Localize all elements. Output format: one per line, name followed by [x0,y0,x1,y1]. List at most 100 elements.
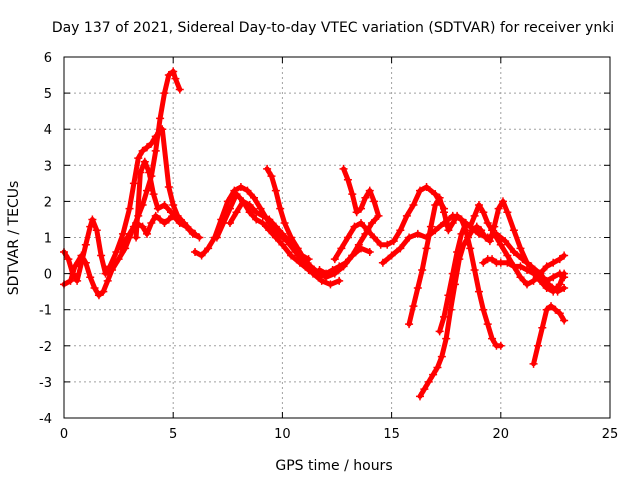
data-point-marker [263,164,272,173]
series-arc-4 [132,157,182,242]
data-point-marker [483,320,492,329]
data-point-marker [422,244,431,253]
data-point-marker [457,215,466,224]
data-point-marker [357,204,366,213]
data-point-marker [156,215,165,224]
data-point-marker [225,204,234,213]
data-point-marker [444,226,453,235]
data-point-marker [142,229,151,238]
data-point-marker [256,204,265,213]
data-point-marker [142,186,151,195]
y-tick-label: -3 [39,376,52,391]
data-point-marker [433,363,442,372]
data-point-marker [236,182,245,191]
data-point-marker [542,305,551,314]
data-point-marker [138,222,147,231]
series-arc-3 [116,211,204,253]
data-point-marker [103,276,112,285]
data-point-marker [335,262,344,271]
x-tick-label: 10 [274,427,291,442]
data-point-marker [363,226,372,235]
data-point-marker [560,273,569,282]
data-point-marker [212,233,221,242]
data-point-marker [191,247,200,256]
data-point-marker [426,222,435,231]
data-point-marker [481,233,490,242]
data-point-marker [542,262,551,271]
data-point-marker [498,197,507,206]
data-point-marker [549,287,558,296]
data-point-marker [160,219,169,228]
data-point-marker [365,186,374,195]
data-point-marker [479,208,488,217]
data-point-marker [86,273,95,282]
data-point-marker [330,255,339,264]
data-point-marker [265,215,274,224]
data-point-marker [437,352,446,361]
grid [64,57,610,418]
data-point-marker [284,237,293,246]
data-point-marker [225,219,234,228]
data-point-marker [317,276,326,285]
data-point-marker [538,323,547,332]
data-point-marker [160,201,169,210]
data-point-marker [555,255,564,264]
series-line [61,126,198,284]
data-point-marker [322,269,331,278]
data-point-marker [164,71,173,80]
data-point-marker [551,305,560,314]
data-point-marker [350,222,359,231]
data-point-marker [204,244,213,253]
data-point-marker [422,182,431,191]
data-point-marker [280,219,289,228]
data-point-marker [431,190,440,199]
data-point-marker [271,222,280,231]
data-point-marker [125,204,134,213]
data-point-marker [496,240,505,249]
data-point-marker [164,215,173,224]
data-point-marker [64,255,73,264]
data-point-marker [415,186,424,195]
data-point-marker [352,208,361,217]
data-point-marker [151,146,160,155]
data-point-marker [488,334,497,343]
data-point-marker [387,251,396,260]
data-point-marker [370,197,379,206]
y-tick-label: 2 [44,195,52,210]
data-point-marker [415,392,424,401]
data-point-marker [470,211,479,220]
data-point-marker [485,237,494,246]
data-point-marker [140,157,149,166]
data-point-marker [250,193,259,202]
data-point-marker [81,240,90,249]
data-point-marker [555,309,564,318]
data-point-marker [409,201,418,210]
data-point-marker [383,240,392,249]
data-point-marker [337,244,346,253]
data-point-marker [153,204,162,213]
data-point-marker [492,233,501,242]
data-point-marker [533,341,542,350]
data-point-marker [328,265,337,274]
y-tick-label: 3 [44,159,52,174]
series-line [317,166,381,277]
data-point-marker [549,273,558,282]
data-point-marker [88,215,97,224]
data-point-marker [457,229,466,238]
data-point-marker [509,247,518,256]
data-point-marker [142,143,151,152]
data-point-marker [378,258,387,267]
data-point-marker [326,280,335,289]
data-point-marker [503,208,512,217]
data-point-marker [291,244,300,253]
data-point-marker [431,201,440,210]
data-point-marker [448,269,457,278]
data-point-marker [466,222,475,231]
series-arc-12 [405,193,505,350]
x-tick-label: 20 [493,427,510,442]
data-point-marker [542,276,551,285]
data-point-marker [470,265,479,274]
series-arc-9 [315,164,383,278]
data-point-marker [271,186,280,195]
y-tick-label: 1 [44,232,52,247]
